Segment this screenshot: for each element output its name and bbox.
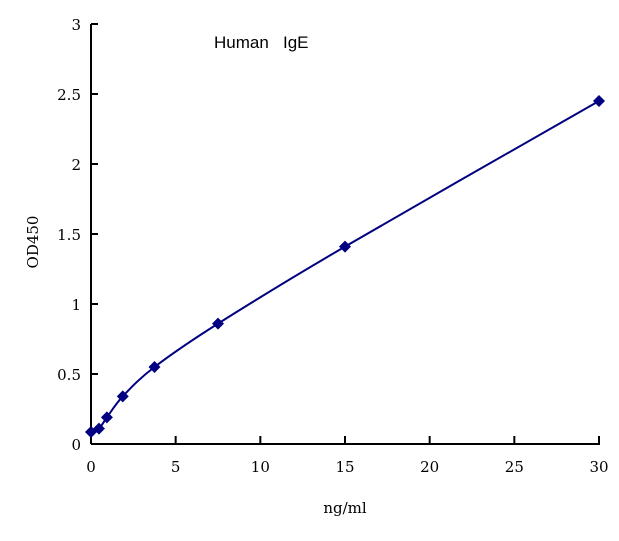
x-axis-ticks: 0 5 10 15 20 25 30 (86, 436, 609, 476)
chart-title: Human IgE (214, 33, 309, 52)
x-axis-label: ng/ml (323, 499, 367, 517)
x-tick-label: 30 (589, 458, 608, 476)
x-tick-label: 10 (251, 458, 270, 476)
x-tick-label: 15 (335, 458, 354, 476)
y-tick-label: 1.5 (57, 226, 81, 244)
y-tick-label: 1 (71, 296, 81, 314)
y-axis-ticks: 0 0.5 1 1.5 2 2.5 3 (57, 16, 98, 454)
x-tick-label: 0 (86, 458, 96, 476)
diamond-marker-icon (100, 411, 113, 424)
diamond-marker-icon (92, 422, 105, 435)
x-tick-label: 5 (171, 458, 181, 476)
fitted-curve-line (90, 100, 600, 433)
axes (90, 24, 600, 445)
data-point-markers (85, 95, 605, 438)
diamond-marker-icon (148, 361, 161, 373)
diamond-marker-icon (212, 317, 224, 330)
y-tick-label: 2.5 (57, 86, 81, 104)
y-tick-label: 2 (71, 156, 81, 174)
y-axis-label: OD450 (24, 216, 42, 269)
x-tick-label: 25 (505, 458, 524, 476)
y-tick-label: 3 (71, 16, 81, 34)
y-tick-label: 0.5 (57, 366, 81, 384)
diamond-marker-icon (593, 95, 605, 107)
x-tick-label: 20 (420, 458, 439, 476)
diamond-marker-icon (339, 240, 351, 253)
diamond-marker-icon (116, 390, 129, 403)
y-tick-label: 0 (71, 436, 81, 454)
